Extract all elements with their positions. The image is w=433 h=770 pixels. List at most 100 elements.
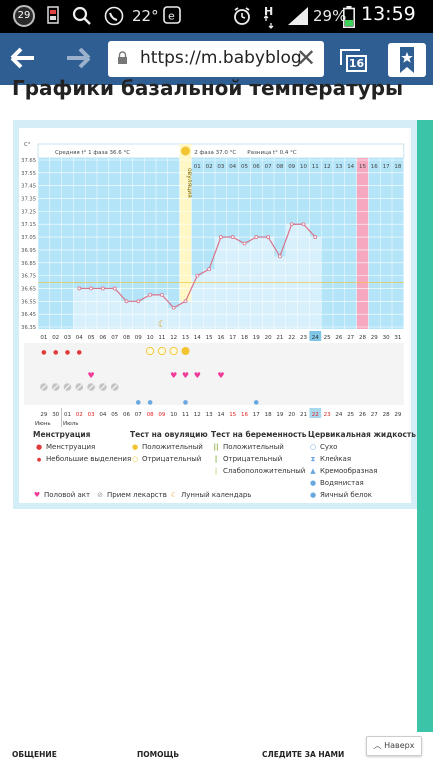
lock-icon (118, 51, 127, 64)
cycle-day: 28 (359, 335, 366, 341)
chevron-up-icon: ︿ (373, 741, 382, 750)
sun-positive-icon: ● (131, 443, 139, 451)
legend-item-preg-negative: | Отрицательный (212, 455, 283, 463)
cycle-day: 21 (276, 335, 283, 341)
intercourse-heart-icon: ♥ (170, 371, 177, 380)
y-tick-label: 36.45 (21, 312, 36, 318)
cycle-day: 03 (64, 335, 71, 341)
ovulation-sun-icon (181, 146, 190, 156)
temp-fill (274, 256, 286, 329)
y-tick-label: 36.65 (21, 286, 36, 292)
cycle-day: 30 (383, 335, 390, 341)
calendar-date: 09 (158, 412, 165, 418)
calendar-date: 05 (111, 412, 118, 418)
temp-fill (203, 269, 215, 329)
footer-heading-help: ПОМОЩЬ (137, 750, 180, 759)
temp-fill (144, 294, 156, 329)
svg-text:e: e (168, 10, 175, 23)
cycle-day: 31 (394, 335, 401, 341)
small-drop-icon: ● (36, 457, 42, 463)
temperature-point (277, 254, 282, 259)
day-header: 05 (241, 164, 248, 170)
today-date-marker (309, 408, 322, 418)
alarm-icon (232, 6, 252, 31)
calendar-date: 25 (347, 412, 354, 418)
y-tick-label: 37.15 (21, 222, 36, 228)
watery-icon: ● (309, 479, 317, 487)
pill-line (76, 384, 83, 390)
calendar-date: 02 (76, 412, 83, 418)
calendar-date: 18 (265, 412, 272, 418)
calendar-date: 08 (147, 412, 154, 418)
y-tick-label: 37.35 (21, 197, 36, 203)
temperature-point (77, 286, 82, 291)
temperature-point (266, 235, 271, 239)
menstruation-drop-icon: ● (77, 349, 82, 356)
calendar-date: 20 (288, 412, 295, 418)
forward-arrow-icon[interactable] (62, 44, 94, 74)
cycle-day: 26 (335, 335, 342, 341)
cycle-day: 18 (241, 335, 248, 341)
calendar-date: 11 (182, 412, 189, 418)
footer-heading-follow: СЛЕДИТЕ ЗА НАМИ (262, 750, 345, 759)
mucus-drop-icon: ● (147, 399, 152, 406)
temperature-point (195, 273, 200, 278)
address-bar[interactable]: https://m.babyblog ✕ (108, 41, 324, 77)
back-arrow-icon[interactable] (7, 44, 39, 74)
one-line-icon: | (214, 455, 218, 463)
back-to-top-button[interactable]: ︿ Наверх (366, 736, 422, 756)
cycle-day: 05 (88, 335, 95, 341)
temp-fill (85, 288, 97, 329)
two-lines-icon: || (213, 443, 219, 451)
temp-fill (238, 243, 251, 329)
ovulation-test-negative-icon (146, 346, 155, 356)
temp-fill (97, 288, 109, 329)
bookmark-button[interactable] (388, 43, 426, 77)
network-type: H (264, 5, 274, 18)
calendar-date: 17 (253, 412, 260, 418)
calendar-date: 30 (52, 412, 59, 418)
cycle-day: 13 (182, 335, 189, 341)
day-header: 14 (347, 164, 354, 170)
temperature-point (313, 235, 318, 239)
mucus-drop-icon: ● (254, 399, 259, 406)
temperature-point (242, 241, 247, 246)
calendar-date: 19 (276, 412, 283, 418)
y-tick-label: 36.35 (21, 325, 36, 331)
calendar-date: 26 (359, 412, 366, 418)
calendar-date: 29 (394, 412, 401, 418)
mucus-drop-icon: ● (136, 399, 141, 406)
phase2-label: 2 фаза 37.0 °C (194, 150, 236, 156)
temp-fill (108, 288, 121, 329)
intercourse-heart-icon: ♥ (88, 371, 95, 380)
clear-url-icon[interactable]: ✕ (296, 44, 317, 72)
legend-pregnancy-test: Тест на беременность (211, 430, 307, 439)
cycle-day: 08 (123, 335, 130, 341)
calendar-date: 24 (335, 412, 342, 418)
cycle-day: 20 (265, 335, 272, 341)
cycle-day: 24 (312, 335, 319, 341)
cycle-day: 17 (229, 335, 236, 341)
temperature-point (183, 299, 188, 304)
day-header: 15 (359, 164, 366, 170)
cycle-day: 14 (194, 335, 201, 341)
calendar-date: 23 (324, 412, 331, 418)
legend-item-moon: ☾ Лунный календарь (170, 491, 252, 499)
dry-icon: ○ (309, 443, 317, 451)
ovulation-test-negative-icon (169, 346, 178, 356)
tabs-button[interactable]: 16 (340, 47, 368, 73)
e-icon: e (163, 6, 181, 29)
temperature-point (124, 299, 129, 304)
pill-icon: ⊘ (97, 491, 103, 499)
cycle-day: 07 (111, 335, 118, 341)
cycle-day: 16 (217, 335, 224, 341)
y-tick-label: 37.05 (21, 235, 36, 241)
legend-item-preg-positive: || Положительный (213, 443, 284, 451)
menstruation-drop-icon: ● (41, 349, 46, 356)
day-header: 16 (371, 164, 378, 170)
search-icon (72, 6, 92, 31)
browser-toolbar: https://m.babyblog ✕ 16 (0, 33, 433, 85)
temp-fill (179, 301, 192, 329)
temperature-point (289, 222, 294, 227)
temp-fill (226, 237, 239, 329)
